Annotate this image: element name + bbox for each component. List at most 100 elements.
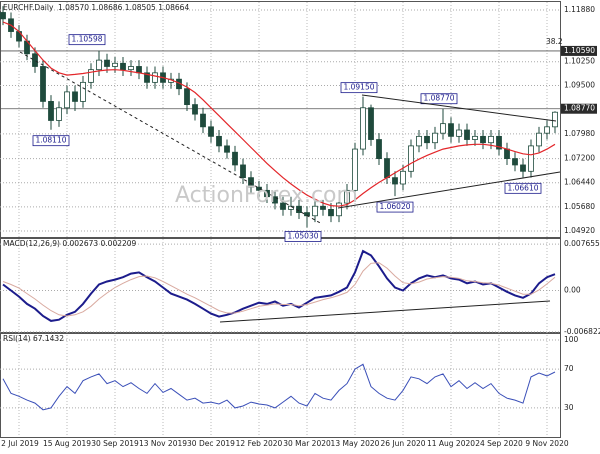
y-tick-label: 1.10250: [564, 57, 595, 66]
candle-body: [152, 72, 158, 83]
x-tick-label: 26 Jun 2020: [380, 439, 425, 448]
x-tick-label: 15 Aug 2019: [43, 439, 91, 448]
candle-body: [208, 126, 214, 137]
fib-label: 38.2: [546, 37, 563, 46]
candle-body: [416, 135, 422, 147]
y-tick-label: 1.06440: [564, 178, 595, 187]
candle-body: [248, 177, 254, 188]
y-tick-label: 0.007655: [564, 239, 600, 248]
annotation-label: 1.08770: [423, 94, 454, 103]
candle-body: [56, 107, 62, 121]
candle-body: [536, 132, 542, 147]
candle-body: [128, 66, 134, 71]
candle-body: [320, 205, 326, 210]
x-tick-label: 30 Dec 2019: [187, 439, 235, 448]
annotation-label: 1.10598: [71, 35, 102, 44]
annotation-box: [32, 135, 70, 147]
y-tick-label: 100: [564, 335, 579, 344]
y-tick-label: 1.11880: [564, 5, 595, 14]
candle-body: [224, 145, 230, 153]
y-tick-label: -0.006822: [564, 327, 600, 336]
candle-body: [520, 164, 526, 172]
x-tick-label: 30 Mar 2020: [283, 439, 331, 448]
candle-body: [528, 145, 534, 172]
annotation-box: [376, 201, 414, 213]
candle-body: [48, 101, 54, 121]
level-label: 1.10590: [564, 46, 595, 55]
candle-body: [312, 205, 318, 217]
candle-body: [104, 59, 110, 67]
candle-body: [240, 164, 246, 179]
rsi-title: RSI(14) 67.1432: [3, 334, 64, 343]
annotation-box: [420, 93, 458, 105]
candle-body: [96, 59, 102, 71]
line: [2, 363, 556, 411]
chart-title: EURCHF.Daily: [3, 3, 54, 12]
y-tick-label: 1.04920: [564, 226, 595, 235]
candle-body: [408, 145, 414, 172]
x-tick-label: 9 Nov 2020: [525, 439, 568, 448]
macd-panel: [0, 238, 561, 333]
x-tick-label: 13 May 2020: [331, 439, 380, 448]
trend-line: [219, 300, 551, 323]
candle-body: [376, 139, 382, 159]
candle-body: [272, 196, 278, 204]
candle-body: [360, 107, 366, 150]
candle-body: [384, 158, 390, 179]
x-tick-label: 13 Nov 2019: [139, 439, 187, 448]
candle-body: [448, 123, 454, 137]
candle-body: [496, 135, 502, 150]
line: [2, 21, 556, 207]
x-tick-label: 30 Sep 2019: [91, 439, 139, 448]
y-tick-label: 1.09500: [564, 81, 595, 90]
candle-body: [400, 170, 406, 185]
candle-body: [136, 66, 142, 74]
candle-body: [80, 81, 86, 102]
annotation-label: 1.09150: [343, 83, 374, 92]
x-tick-label: 12 Feb 2020: [236, 439, 283, 448]
trend-line: [337, 171, 561, 209]
annotation-box: [68, 34, 106, 46]
candle-body: [32, 53, 38, 67]
candle-body: [328, 209, 334, 217]
candle-body: [216, 135, 222, 147]
candle-body: [456, 129, 462, 137]
candle-body: [544, 126, 550, 134]
candle-body: [488, 135, 494, 144]
candle-body: [232, 151, 238, 166]
watermark: ActionForex.com: [175, 183, 358, 208]
candle-body: [256, 186, 262, 191]
candle-body: [264, 189, 270, 198]
candle-body: [344, 189, 350, 204]
candle-body: [40, 66, 46, 102]
y-tick-label: 1.05680: [564, 202, 595, 211]
trend-line: [361, 94, 557, 122]
annotation-label: 1.06020: [379, 202, 410, 211]
annotation-box: [504, 182, 542, 194]
candle-body: [464, 129, 470, 140]
candle-body: [72, 91, 78, 102]
y-tick-label: 1.07980: [564, 129, 595, 138]
candle-body: [192, 104, 198, 115]
candle-body: [144, 72, 150, 83]
y-tick-label: 70: [564, 364, 574, 373]
level-box: [561, 45, 597, 56]
candle-body: [64, 91, 70, 109]
price-panel: [0, 1, 561, 238]
candle-body: [472, 135, 478, 140]
rsi-panel: [0, 333, 561, 438]
candle-body: [352, 148, 358, 191]
chart-subtitle: 1.08570 1.08686 1.08505 1.08664: [58, 3, 189, 12]
x-tick-label: 11 Aug 2020: [427, 439, 475, 448]
candle-body: [336, 202, 342, 217]
candle-body: [0, 12, 6, 20]
candle-body: [120, 62, 126, 71]
candle-body: [432, 132, 438, 144]
candle-body: [424, 135, 430, 144]
candle-body: [440, 123, 446, 134]
candle-body: [200, 113, 206, 128]
candle-body: [504, 148, 510, 159]
candle-body: [552, 111, 558, 128]
